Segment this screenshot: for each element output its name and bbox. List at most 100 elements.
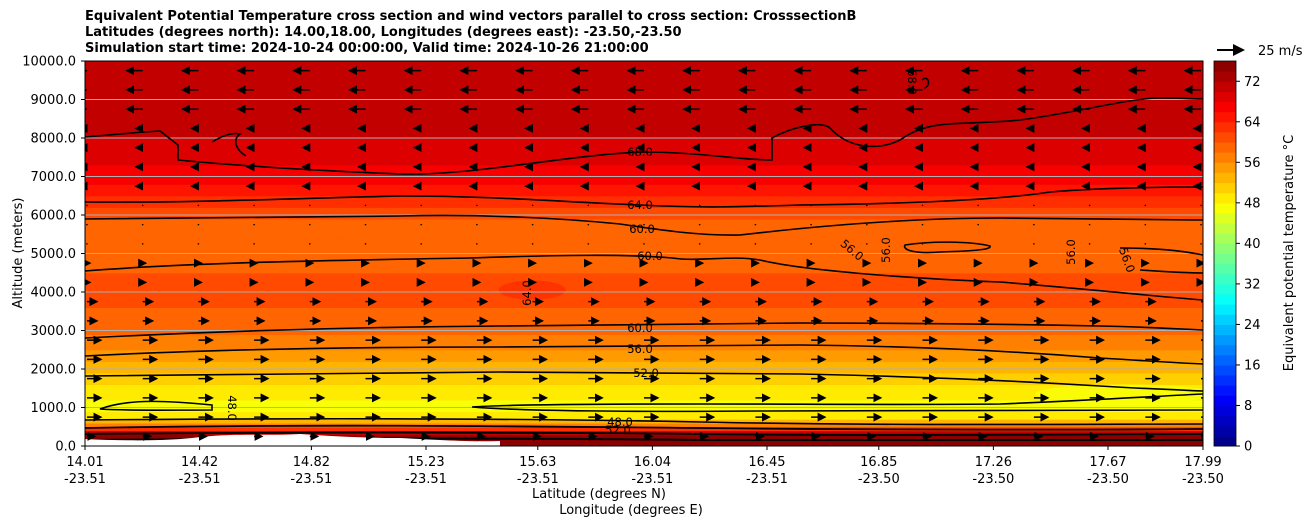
theta-band: [85, 111, 1203, 116]
contour-label: 48.0: [225, 395, 239, 421]
theta-band: [85, 380, 1203, 385]
x-tick-label-lon: -23.50: [972, 472, 1014, 487]
colorbar-segment: [1214, 233, 1236, 244]
theta-band: [85, 80, 1203, 85]
theta-band: [85, 268, 1203, 274]
theta-band: [85, 438, 1203, 443]
wind-vector: [866, 204, 868, 207]
x-tick-label-lat: 15.23: [407, 455, 444, 470]
contour-label: 68.0: [627, 145, 653, 159]
theta-band: [85, 349, 1203, 355]
wind-vector: [253, 223, 255, 226]
wind-vector: [476, 204, 478, 207]
wind-vector: [810, 204, 812, 207]
x-tick-label-lon: -23.50: [858, 472, 900, 487]
theta-band: [85, 218, 1203, 224]
theta-band: [85, 330, 1203, 335]
wind-vector: [1088, 204, 1091, 207]
contour-line-60-lower: [85, 322, 1203, 339]
wind-vector: [531, 204, 534, 207]
wind-vector: [1088, 243, 1091, 245]
wind-vector: [1144, 223, 1147, 226]
theta-band: [85, 76, 1203, 81]
y-tick-label: 5000.0: [31, 247, 77, 262]
contour-label: 56.0: [879, 237, 893, 263]
wind-vector: [141, 204, 144, 207]
contour-surface-2: [85, 424, 1203, 431]
contour-surface-3: [85, 431, 1203, 436]
theta-band: [85, 172, 1203, 178]
theta-band: [85, 215, 1203, 220]
wind-vector: [364, 204, 367, 207]
colorbar-segment: [1214, 253, 1236, 265]
wind-vector: [977, 243, 979, 245]
colorbar-segment: [1214, 314, 1236, 325]
colorbar-segment: [1214, 324, 1236, 336]
colorbar-segment: [1214, 435, 1236, 447]
wind-vector: [866, 223, 868, 226]
wind-vector: [420, 223, 423, 226]
colorbar-segment: [1214, 202, 1236, 214]
theta-band: [85, 334, 1203, 339]
wind-vector: [698, 204, 701, 207]
contour-closed-56: [903, 241, 991, 254]
wind-vector: [698, 223, 701, 226]
theta-band: [85, 407, 1203, 412]
theta-band: [85, 307, 1203, 312]
contour-label: 56.0: [1064, 239, 1078, 265]
theta-band: [85, 84, 1203, 89]
wind-key-label: 25 m/s: [1258, 44, 1303, 59]
x-tick-label-lon: -23.51: [290, 472, 332, 487]
wind-vector: [420, 243, 423, 245]
theta-band: [85, 249, 1203, 255]
wind-vector: [921, 223, 924, 226]
theta-band: [85, 130, 1203, 135]
contour-line-56-right-2: [1139, 269, 1203, 274]
theta-band: [85, 442, 1203, 446]
colorbar-tick-label: 32: [1244, 277, 1261, 292]
colorbar-frame: [1213, 60, 1237, 447]
wind-vector: [1033, 204, 1035, 207]
wind-vector: [587, 243, 590, 245]
colorbar-tick-label: 8: [1244, 399, 1252, 414]
wind-vector: [977, 223, 979, 226]
colorbar-segment: [1214, 243, 1236, 254]
colorbar-segment: [1214, 263, 1236, 275]
theta-band: [85, 176, 1203, 181]
terrain-mask: [85, 434, 500, 446]
x-tick-label-lat: 15.63: [519, 455, 556, 470]
y-tick-label: 0.0: [55, 440, 76, 455]
theta-band: [85, 211, 1203, 216]
contour-label: 68.0: [905, 69, 919, 95]
wind-vector: [754, 223, 757, 226]
x-tick-label-lat: 17.67: [1089, 455, 1126, 470]
x-axis: 14.01 -23.51 14.42 -23.51 14.82 -23.51 15.23 -2…: [64, 446, 1224, 487]
theta-band: [85, 61, 1203, 66]
wind-vector: [643, 243, 645, 245]
x-tick-label-lon: -23.51: [179, 472, 221, 487]
contour-surface-1: [85, 417, 1203, 426]
theta-band: [85, 311, 1203, 316]
x-tick-label-lon: -23.50: [1087, 472, 1129, 487]
y-tick-label: 2000.0: [31, 363, 77, 378]
x-tick-label-lat: 16.04: [634, 455, 671, 470]
theta-band: [85, 315, 1203, 320]
colorbar-segment: [1214, 152, 1236, 163]
theta-band: [85, 118, 1203, 124]
theta-band: [85, 365, 1203, 370]
wind-vector: [1200, 204, 1202, 207]
colorbar-segment: [1214, 111, 1236, 123]
colorbar-segment: [1214, 142, 1236, 153]
colorbar-segment: [1214, 283, 1236, 295]
chart-title-line-2: Latitudes (degrees north): 14.00,18.00, …: [85, 25, 682, 40]
contour-label: 60.0: [637, 249, 663, 263]
wind-vector: [309, 243, 311, 245]
colorbar-segment: [1214, 192, 1236, 204]
wind-vector: [253, 204, 255, 207]
theta-band: [85, 388, 1203, 393]
contour-label: 52.0: [633, 366, 659, 380]
colorbar-segment: [1214, 91, 1236, 103]
theta-band: [85, 161, 1203, 166]
theta-band: [85, 95, 1203, 101]
wind-vector: [587, 204, 590, 207]
